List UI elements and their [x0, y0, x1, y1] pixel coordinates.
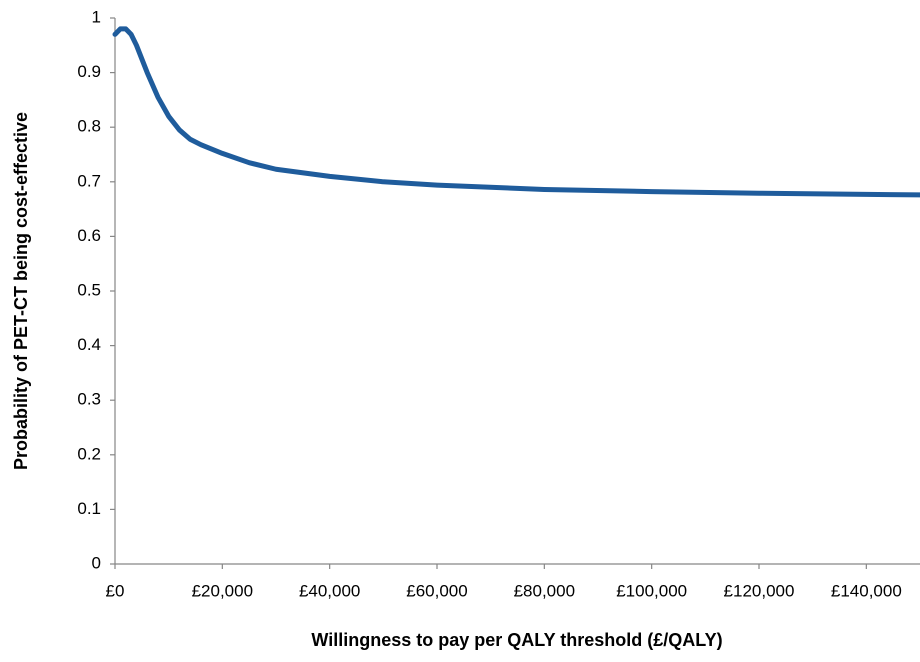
y-tick-label: 0.5: [77, 280, 101, 299]
x-tick-label: £120,000: [724, 581, 795, 600]
x-tick-label: £0: [106, 581, 125, 600]
x-tick-label: £20,000: [192, 581, 253, 600]
y-tick-label: 0.3: [77, 390, 101, 409]
y-tick-label: 0.7: [77, 171, 101, 190]
y-tick-label: 0: [92, 553, 101, 572]
x-tick-label: £40,000: [299, 581, 360, 600]
y-tick-label: 0.9: [77, 62, 101, 81]
y-tick-label: 1: [92, 7, 101, 26]
y-axis-title: Probability of PET-CT being cost-effecti…: [11, 112, 31, 470]
y-tick-label: 0.6: [77, 226, 101, 245]
x-tick-label: £60,000: [406, 581, 467, 600]
y-tick-label: 0.1: [77, 499, 101, 518]
data-line: [112, 26, 920, 198]
y-tick-label: 0.2: [77, 444, 101, 463]
y-tick-label: 0.4: [77, 335, 101, 354]
x-tick-label: £140,000: [831, 581, 902, 600]
y-tick-label: 0.8: [77, 117, 101, 136]
x-axis-title: Willingness to pay per QALY threshold (£…: [311, 630, 722, 650]
x-tick-label: £100,000: [616, 581, 687, 600]
x-tick-label: £80,000: [514, 581, 575, 600]
